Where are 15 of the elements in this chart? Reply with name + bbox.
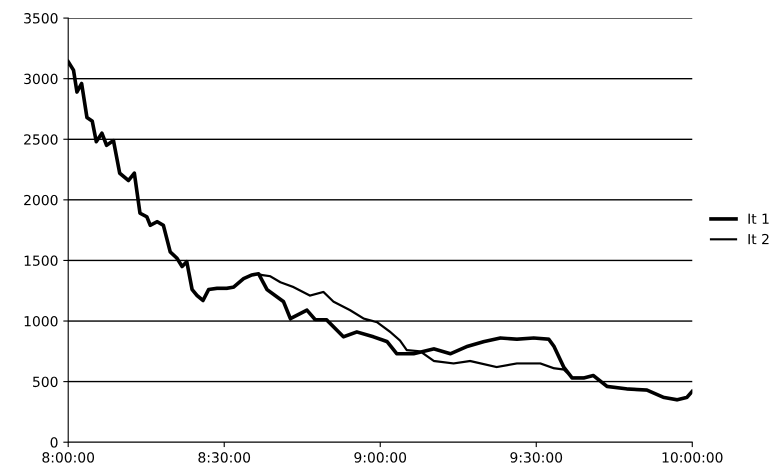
x-tick-label: 8:00:00 <box>42 452 94 463</box>
y-tick-label: 0 <box>50 437 58 448</box>
x-tick-label: 9:30:00 <box>510 452 562 463</box>
legend-label: It 2 <box>748 234 769 244</box>
x-tick-label: 10:00:00 <box>662 452 723 463</box>
x-tick-label: 9:00:00 <box>354 452 406 463</box>
y-tick-label: 2500 <box>24 134 58 145</box>
y-tick-label: 3500 <box>24 13 58 24</box>
legend-label: It 1 <box>748 214 769 224</box>
y-tick-label: 1000 <box>24 316 58 326</box>
x-tick-label: 8:30:00 <box>198 452 250 463</box>
y-tick-label: 3000 <box>24 74 58 84</box>
y-tick-label: 1500 <box>24 255 58 266</box>
y-tick-label: 500 <box>33 376 58 388</box>
y-tick-label: 2000 <box>24 194 58 206</box>
